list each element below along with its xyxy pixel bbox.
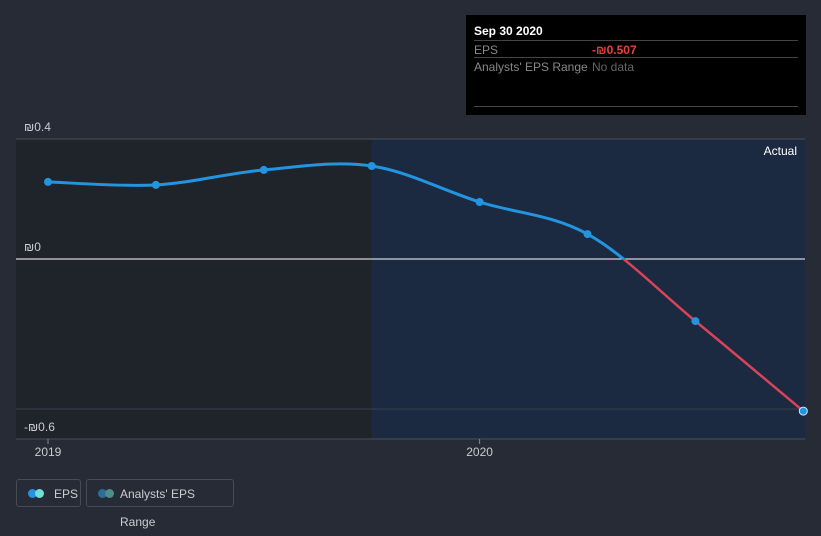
legend-range-label: Analysts' EPS Range — [120, 487, 195, 529]
y-tick-label: ₪0.4 — [24, 120, 51, 134]
forecast-region — [371, 139, 805, 439]
tooltip-eps-label: EPS — [474, 43, 499, 57]
tooltip-range-row: Analysts' EPS Range No data — [474, 57, 798, 76]
eps-point — [367, 162, 376, 170]
region-label: Actual — [764, 144, 797, 158]
tooltip: Sep 30 2020 EPS -₪0.507 Analysts' EPS Ra… — [466, 15, 806, 115]
tooltip-eps-row: EPS -₪0.507 — [474, 40, 798, 59]
tooltip-range-label: Analysts' EPS Range — [474, 60, 588, 74]
eps-line-positive — [47, 162, 626, 259]
range-legend-icon — [98, 489, 116, 498]
eps-line-negative — [621, 259, 805, 413]
eps-point — [475, 198, 484, 206]
tooltip-range-value: No data — [592, 60, 635, 74]
eps-point — [151, 180, 160, 189]
tooltip-eps-value: -₪0.507 — [592, 43, 637, 57]
eps-legend-icon — [28, 489, 46, 498]
x-tick-label: 2019 — [35, 445, 62, 459]
eps-point — [44, 177, 52, 186]
x-tick-label: 2020 — [466, 445, 493, 459]
legend-eps-button[interactable]: EPS — [16, 479, 81, 507]
eps-point — [691, 317, 700, 326]
legend-range-button[interactable]: Analysts' EPS Range — [86, 479, 234, 529]
eps-point — [798, 406, 808, 416]
tooltip-date: Sep 30 2020 — [474, 24, 543, 38]
past-region — [16, 139, 372, 439]
y-tick-label: -₪0.6 — [24, 420, 55, 434]
eps-point — [259, 165, 268, 174]
tooltip-divider — [474, 106, 798, 107]
eps-point — [583, 230, 592, 239]
eps-chart: ₪0.4 ₪0 -₪0.6 2019 2020 Actual — [16, 120, 808, 459]
y-tick-label: ₪0 — [24, 240, 41, 254]
legend-eps-label: EPS — [54, 487, 79, 501]
